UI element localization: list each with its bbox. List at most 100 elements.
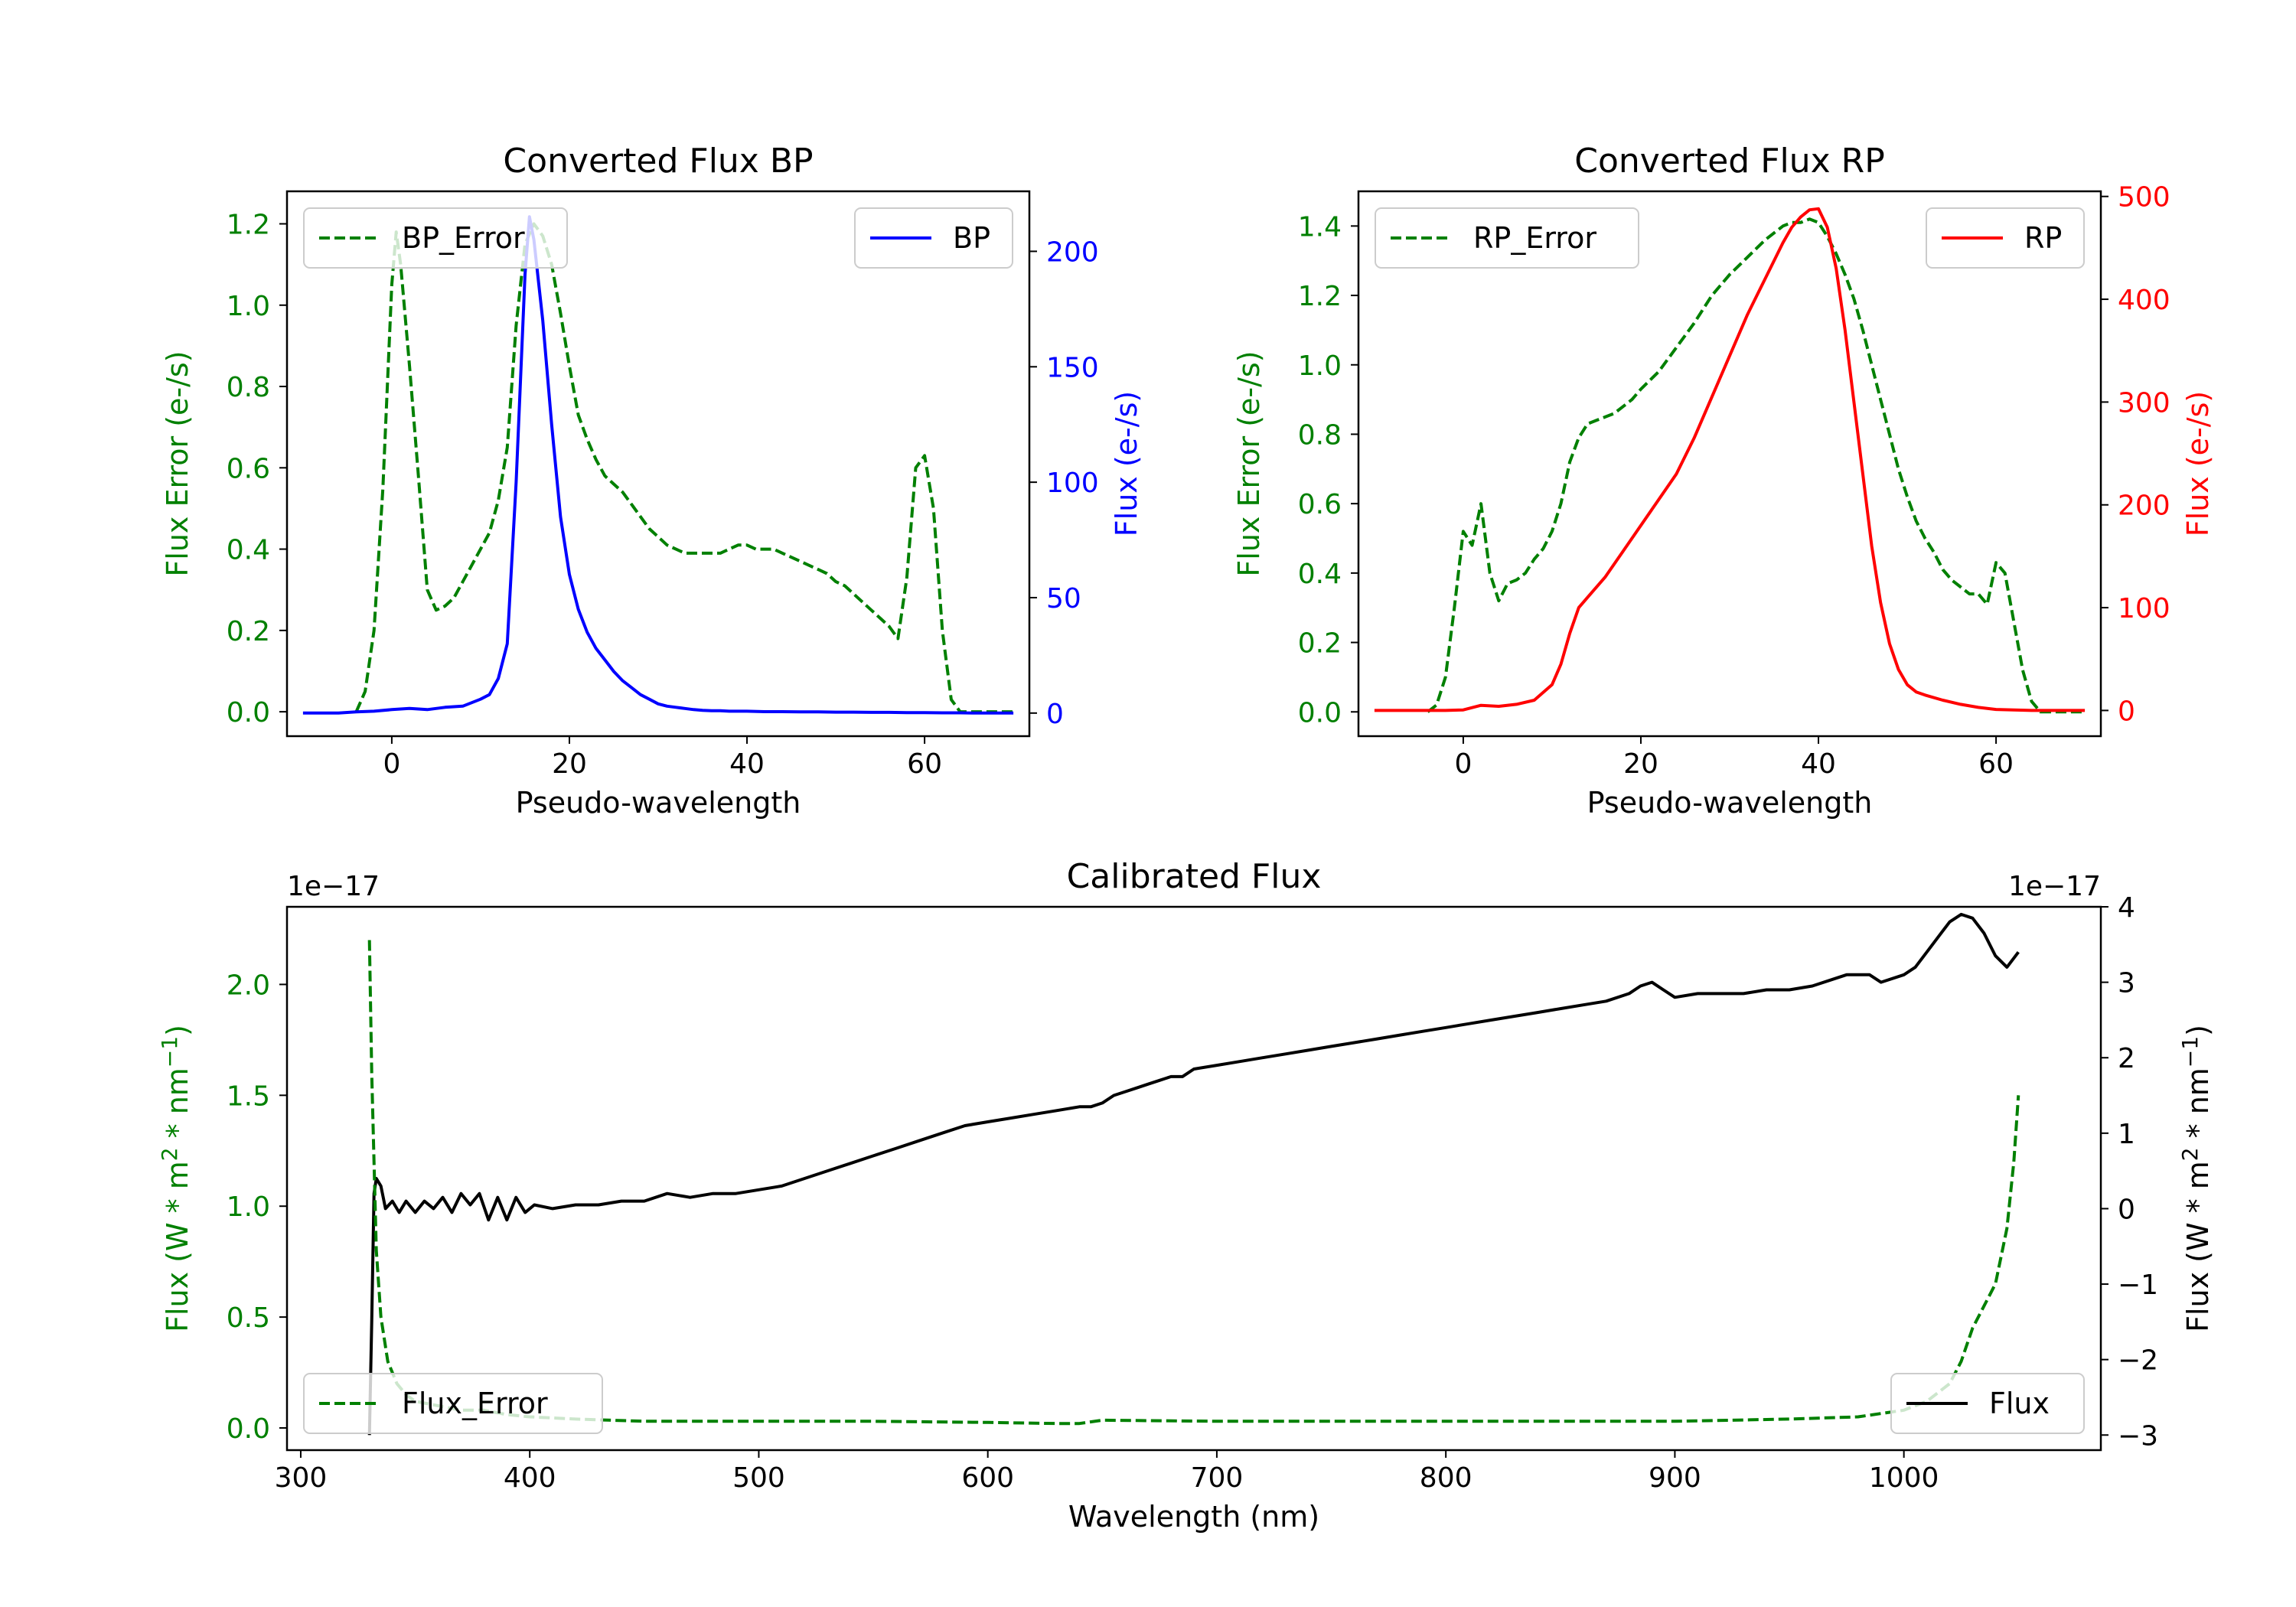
left-axis-label: Flux Error (e-/s) xyxy=(1232,350,1266,576)
right-axis-label: Flux (e-/s) xyxy=(1110,391,1143,536)
right-tick-label: 1 xyxy=(2118,1119,2135,1150)
right-tick-label: 200 xyxy=(2118,491,2170,522)
left-tick-label: 2.0 xyxy=(227,970,270,1001)
x-tick-label: 0 xyxy=(1454,748,1472,780)
left-tick-label: 0.5 xyxy=(227,1302,270,1334)
axis-label-part: Flux (W * m xyxy=(161,1161,194,1332)
legend-box xyxy=(1375,207,1639,269)
plot-frame xyxy=(285,905,2102,1452)
legend-box xyxy=(854,207,1013,269)
left-tick-label: 1.0 xyxy=(1298,350,1342,382)
right-tick-label: 3 xyxy=(2118,968,2135,999)
right-tick-label: 0 xyxy=(2118,1194,2135,1225)
left-tick-label: 1.5 xyxy=(227,1081,270,1112)
axis-label-part: * nm xyxy=(2181,1068,2215,1147)
right-tick-label: −2 xyxy=(2118,1345,2158,1377)
left-tick-label: 0.2 xyxy=(227,616,270,647)
right-tick-label: 2 xyxy=(2118,1043,2135,1074)
x-tick-label: 1000 xyxy=(1869,1462,1939,1494)
right-tick-label: 4 xyxy=(2118,892,2135,924)
series-line-flux xyxy=(367,912,2020,1436)
x-tick-label: 0 xyxy=(383,748,400,780)
series-line-flux-error xyxy=(367,940,2020,1426)
right-tick-label: −1 xyxy=(2118,1270,2158,1301)
x-axis-label: Wavelength (nm) xyxy=(1068,1500,1319,1534)
x-tick-label: 800 xyxy=(1420,1462,1473,1494)
right-tick-label: 100 xyxy=(1046,468,1099,499)
left-axis-label: Flux Error (e-/s) xyxy=(161,350,194,576)
left-tick-label: 1.2 xyxy=(227,210,270,241)
legend-label: Flux_Error xyxy=(402,1387,548,1420)
axis-label-part: −1 xyxy=(157,1036,182,1068)
plot-frame xyxy=(285,190,1031,738)
left-tick-label: 0.0 xyxy=(1298,697,1342,729)
x-tick-label: 20 xyxy=(552,748,587,780)
axis-label-part: ) xyxy=(161,1025,194,1036)
axis-label-part: 2 xyxy=(2177,1147,2203,1161)
x-tick-label: 20 xyxy=(1623,748,1658,780)
right-tick-label: 400 xyxy=(2118,285,2170,316)
left-tick-label: 0.4 xyxy=(227,535,270,566)
left-tick-label: 0.2 xyxy=(1298,628,1342,660)
x-tick-label: 400 xyxy=(504,1462,556,1494)
left-tick-label: 0.6 xyxy=(1298,489,1342,520)
x-tick-label: 900 xyxy=(1649,1462,1701,1494)
series-line-rp-error xyxy=(1427,217,2086,714)
x-axis-label: Pseudo-wavelength xyxy=(1587,786,1873,820)
x-tick-label: 500 xyxy=(732,1462,785,1494)
axis-label-part: ) xyxy=(2181,1025,2215,1036)
legend-box xyxy=(1926,207,2085,269)
chart-title: Converted Flux RP xyxy=(1574,142,1885,181)
right-axis-label: Flux (e-/s) xyxy=(2181,391,2215,536)
legend-label: RP_Error xyxy=(1473,221,1596,255)
right-tick-label: 150 xyxy=(1046,352,1099,383)
axis-label-part: −1 xyxy=(2177,1036,2203,1068)
x-tick-label: 600 xyxy=(961,1462,1014,1494)
left-tick-label: 0.6 xyxy=(227,453,270,484)
calibrated-panel: Calibrated Flux 300 400 500 600 700 800 900 1000… xyxy=(157,857,2215,1534)
chart-title: Calibrated Flux xyxy=(1067,857,1322,896)
right-tick-label: −3 xyxy=(2118,1420,2158,1452)
right-axis-label: Flux (W * m2 * nm−1) xyxy=(2177,1025,2215,1332)
x-tick-label: 60 xyxy=(1978,748,2014,780)
right-tick-label: 500 xyxy=(2118,182,2170,214)
legend-label: RP xyxy=(2024,221,2062,255)
x-tick-label: 700 xyxy=(1191,1462,1244,1494)
left-tick-label: 1.0 xyxy=(227,1191,270,1223)
legend-box xyxy=(303,1373,603,1434)
plot-frame xyxy=(1357,190,2102,738)
right-tick-label: 0 xyxy=(1046,699,1064,730)
legend-box xyxy=(303,207,568,269)
right-tick-label: 50 xyxy=(1046,583,1081,614)
axis-label-part: Flux (W * m xyxy=(2181,1161,2215,1332)
x-axis-label: Pseudo-wavelength xyxy=(516,786,801,820)
x-tick-label: 40 xyxy=(729,748,765,780)
left-tick-label: 0.0 xyxy=(227,697,270,729)
left-tick-label: 0.8 xyxy=(227,372,270,403)
legend-label: Flux xyxy=(1989,1387,2050,1420)
bp-panel: Converted Flux BP 0 20 40 60 Pseudo-wavelengt… xyxy=(161,142,1143,820)
left-tick-label: 0.0 xyxy=(227,1413,270,1445)
right-tick-label: 100 xyxy=(2118,593,2170,624)
series-line-rp xyxy=(1374,207,2086,712)
legend-box xyxy=(1890,1373,2085,1434)
right-tick-label: 300 xyxy=(2118,387,2170,419)
axis-label-part: * nm xyxy=(161,1068,194,1147)
legend-label: BP_Error xyxy=(402,221,525,255)
left-tick-label: 1.4 xyxy=(1298,211,1342,243)
x-tick-label: 300 xyxy=(275,1462,328,1494)
left-tick-label: 0.8 xyxy=(1298,419,1342,451)
x-tick-label: 60 xyxy=(907,748,942,780)
rp-panel: Converted Flux RP 0 20 40 60 Pseudo-wavelengt… xyxy=(1232,142,2215,820)
series-line-bp-error xyxy=(354,222,1014,714)
right-tick-label: 200 xyxy=(1046,236,1099,268)
right-offset-label: 1e−17 xyxy=(2008,871,2101,902)
left-tick-label: 1.0 xyxy=(227,291,270,322)
x-tick-label: 40 xyxy=(1801,748,1836,780)
left-axis-label: Flux (W * m2 * nm−1) xyxy=(157,1025,194,1332)
left-offset-label: 1e−17 xyxy=(287,871,380,902)
chart-title: Converted Flux BP xyxy=(503,142,813,181)
left-tick-label: 1.2 xyxy=(1298,281,1342,312)
left-tick-label: 0.4 xyxy=(1298,559,1342,590)
